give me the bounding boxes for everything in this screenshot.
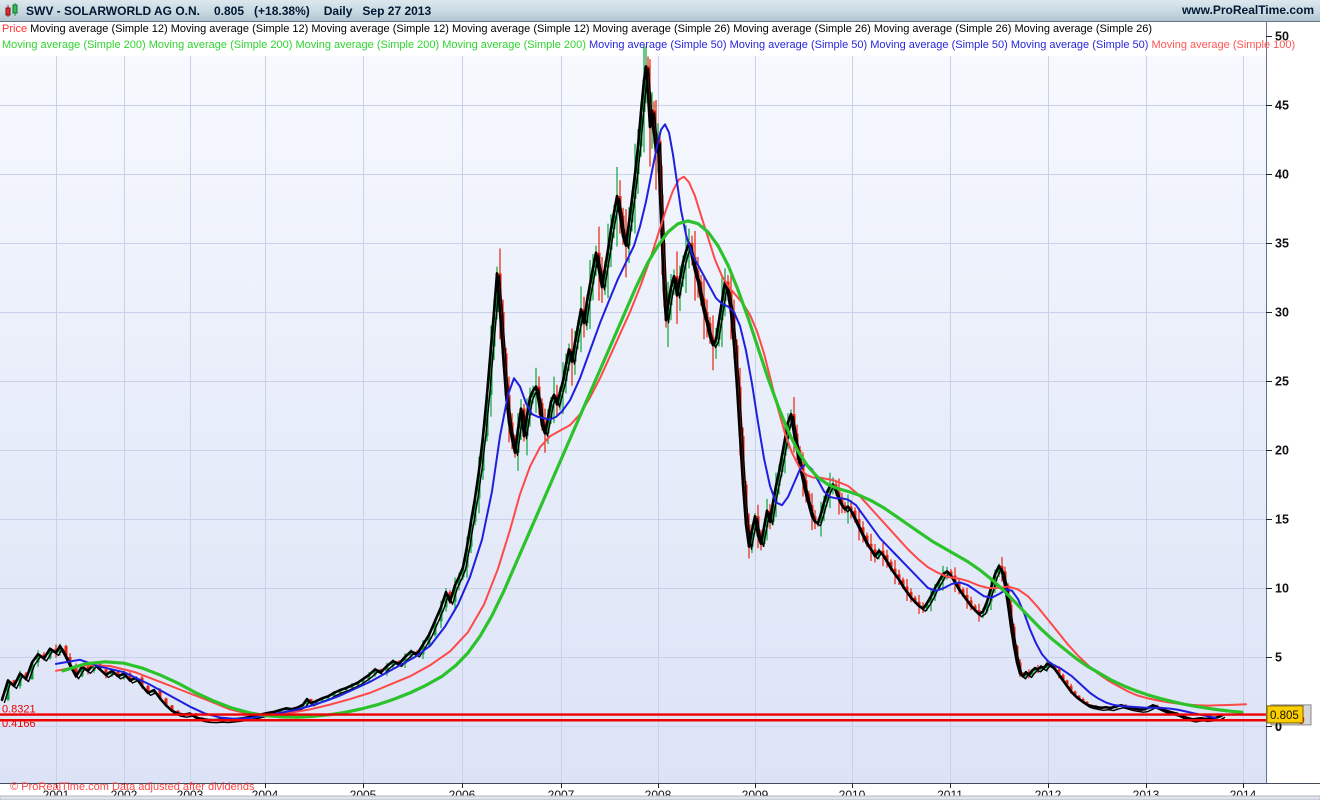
indicator-legend-row-2: Moving average (Simple 200) Moving avera… — [2, 39, 1318, 54]
y-axis-label: 5 — [1275, 651, 1282, 665]
legend-item[interactable]: Moving average (Simple 12) — [27, 23, 168, 35]
horizontal-scrollbar-track[interactable] — [0, 795, 1320, 800]
y-axis-label: 20 — [1275, 444, 1289, 458]
candlestick-chart-icon — [5, 3, 18, 17]
y-axis-label: 35 — [1275, 237, 1289, 251]
dividend-note: Data adjusted after dividends — [111, 781, 255, 793]
last-price-marker[interactable]: 900.805 — [1266, 704, 1312, 734]
legend-item[interactable]: Moving average (Simple 50) — [726, 39, 868, 51]
legend-item[interactable]: Moving average (Simple 50) — [1007, 39, 1149, 51]
legend-item[interactable]: Moving average (Simple 12) — [167, 23, 309, 35]
y-axis-label: 0 — [1275, 720, 1282, 734]
hline-label: 0.4166 — [2, 718, 36, 730]
title-change: (+18.38%) — [254, 3, 310, 18]
last-price-label: 0.805 — [1270, 710, 1299, 722]
copyright-text[interactable]: © ProRealTime.com — [10, 781, 109, 793]
title-bar: SWV - SOLARWORLD AG O.N. 0.805 (+18.38%)… — [0, 0, 1320, 22]
legend-item[interactable]: Moving average (Simple 50) — [585, 39, 727, 51]
prorealtime-brand-link[interactable]: www.ProRealTime.com — [1181, 3, 1314, 17]
title-timeframe[interactable]: Daily — [323, 3, 353, 18]
chart-footer-note: © ProRealTime.com Data adjusted after di… — [4, 769, 254, 793]
symbol-title: SWV - SOLARWORLD AG O.N. — [26, 3, 200, 18]
y-axis[interactable]: 0 5 10 15 20 25 30 35 40 45 50 — [1266, 30, 1289, 734]
legend-item[interactable]: Moving average (Simple 26) — [870, 23, 1012, 35]
series-layer — [0, 44, 1247, 724]
legend-item[interactable]: Moving average (Simple 200) — [2, 39, 146, 51]
y-axis-label: 30 — [1275, 306, 1289, 320]
y-axis-label: 10 — [1275, 582, 1289, 596]
y-axis-label: 45 — [1275, 99, 1289, 113]
legend-item[interactable]: Moving average (Simple 12) — [308, 23, 449, 35]
legend-item[interactable]: Moving average (Simple 26) — [1011, 23, 1153, 35]
horizontal-price-lines[interactable]: 0.8321 0.4166 — [0, 704, 1266, 730]
y-axis-label: 25 — [1275, 375, 1289, 389]
legend-item[interactable]: Price — [2, 23, 28, 35]
legend-item[interactable]: Moving average (Simple 50) — [867, 39, 1008, 51]
y-axis-label: 15 — [1275, 513, 1289, 527]
legend-item[interactable]: Moving average (Simple 12) — [448, 23, 590, 35]
hline-label: 0.8321 — [2, 704, 36, 716]
legend-item[interactable]: Moving average (Simple 100) — [1148, 39, 1296, 51]
legend-item[interactable]: Moving average (Simple 200) — [439, 39, 586, 51]
title-last-price: 0.805 — [214, 3, 245, 18]
y-axis-label: 40 — [1275, 168, 1289, 182]
legend-item[interactable]: Moving average (Simple 200) — [145, 39, 293, 51]
title-date: Sep 27 2013 — [362, 3, 432, 18]
grid-lines — [0, 56, 1266, 783]
plot-background — [0, 56, 1266, 783]
y-axis-label: 50 — [1275, 30, 1289, 44]
legend-item[interactable]: Moving average (Simple 200) — [292, 39, 440, 51]
indicator-legend-row-1: Price Moving average (Simple 12) Moving … — [2, 23, 1318, 38]
legend-item[interactable]: Moving average (Simple 26) — [730, 23, 871, 35]
legend-item[interactable]: Moving average (Simple 26) — [589, 23, 731, 35]
y-axis-zero-label: 0 — [1275, 720, 1282, 734]
